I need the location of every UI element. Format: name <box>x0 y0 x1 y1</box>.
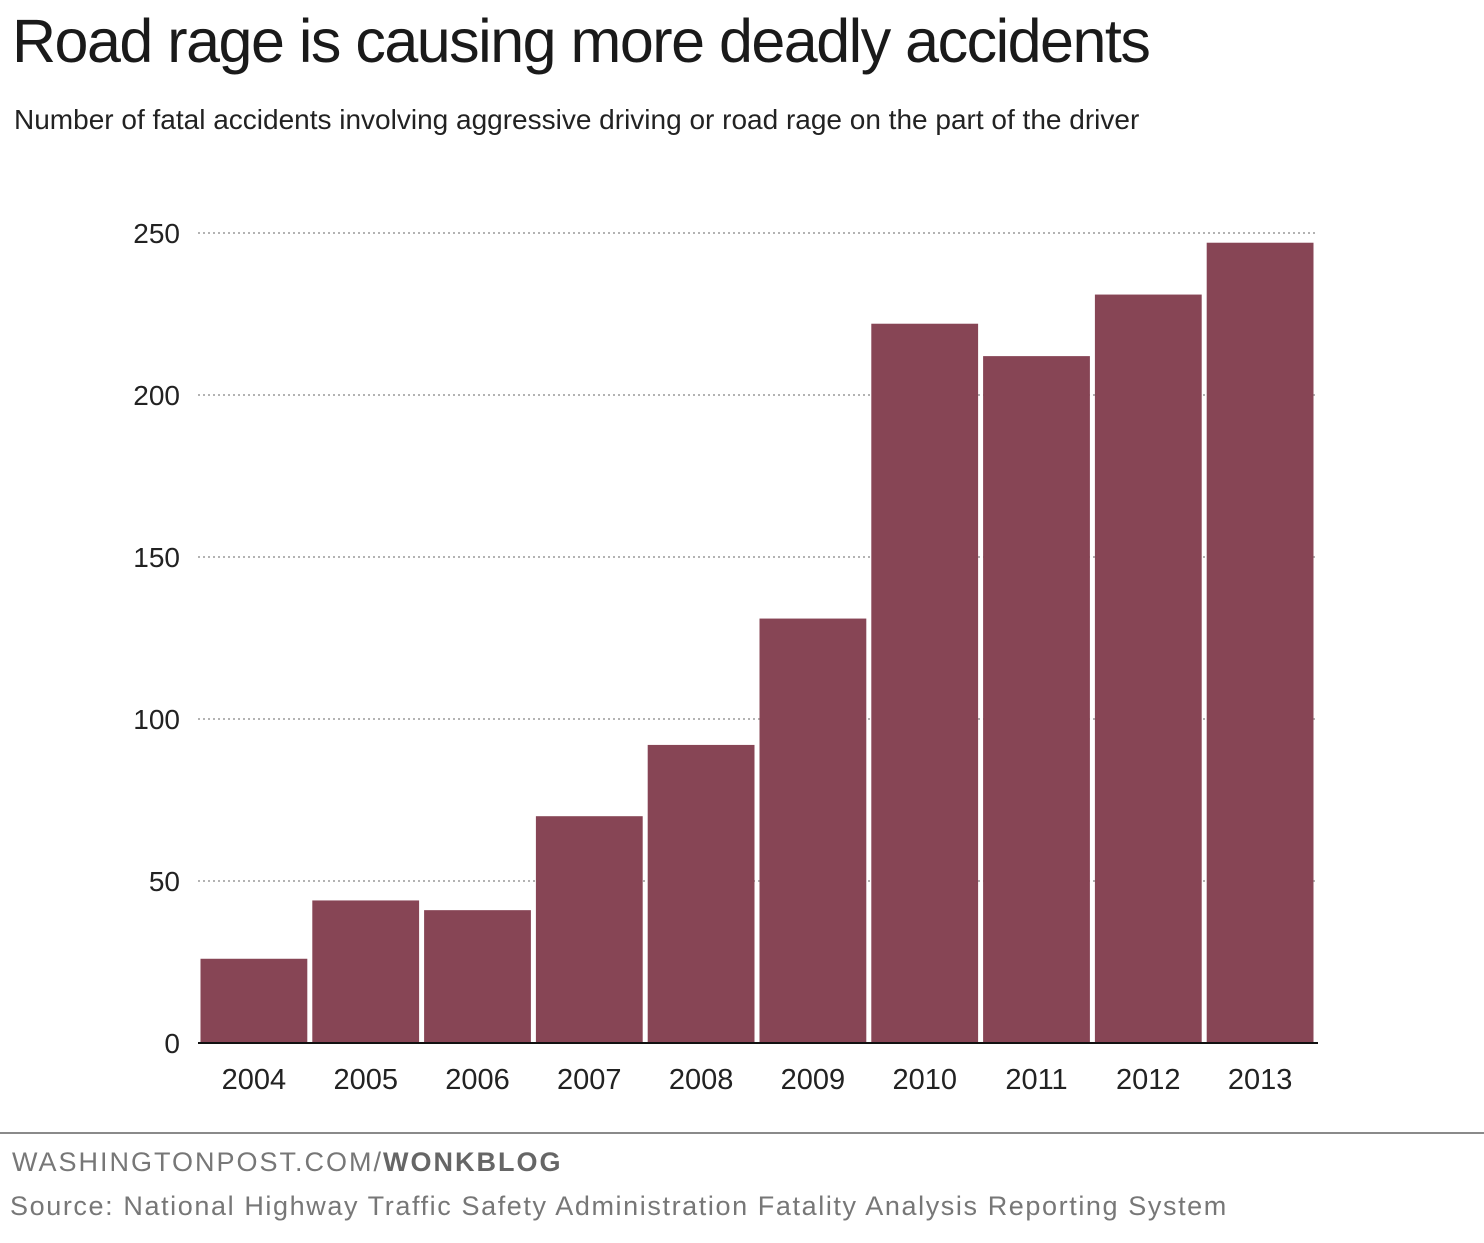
y-tick-label: 50 <box>149 866 180 897</box>
bar-2012 <box>1094 294 1202 1043</box>
bar-2008 <box>647 744 755 1043</box>
y-tick-label: 150 <box>133 542 180 573</box>
bars <box>200 242 1314 1044</box>
chart-subtitle: Number of fatal accidents involving aggr… <box>14 104 1140 135</box>
bar-chart: 0 50 100 150 200 250 2004 2005 2006 2007 2008 2009… <box>133 218 1318 1096</box>
credit-blog: WONKBLOG <box>383 1147 563 1177</box>
x-tick-label: 2010 <box>892 1064 957 1096</box>
bar-2005 <box>312 900 420 1043</box>
x-tick-label: 2004 <box>222 1064 287 1096</box>
footer-divider <box>0 1132 1484 1134</box>
bar-2011 <box>983 356 1090 1043</box>
x-tick-label: 2009 <box>781 1064 846 1096</box>
y-tick-label: 100 <box>133 704 180 735</box>
y-tick-label: 0 <box>164 1028 180 1059</box>
x-tick-label: 2013 <box>1228 1064 1293 1096</box>
x-tick-label: 2012 <box>1116 1064 1181 1096</box>
x-tick-label: 2007 <box>557 1064 622 1096</box>
y-tick-label: 250 <box>133 218 180 249</box>
bar-2004 <box>200 958 308 1043</box>
x-axis-ticks: 2004 2005 2006 2007 2008 2009 2010 2011 2012 2013 <box>222 1064 1293 1096</box>
credit-site: WASHINGTONPOST.COM/ <box>12 1147 384 1177</box>
bar-2007 <box>535 816 643 1043</box>
bar-2013 <box>1206 242 1314 1044</box>
y-tick-label: 200 <box>133 380 180 411</box>
x-tick-label: 2006 <box>445 1064 510 1096</box>
chart-title: Road rage is causing more deadly acciden… <box>12 7 1151 75</box>
publication-credit: WASHINGTONPOST.COM/WONKBLOG <box>12 1144 563 1180</box>
bar-2010 <box>871 323 979 1044</box>
bar-2009 <box>759 618 867 1043</box>
x-tick-label: 2005 <box>333 1064 398 1096</box>
x-tick-label: 2011 <box>1005 1064 1067 1096</box>
y-axis-ticks: 0 50 100 150 200 250 <box>133 218 180 1059</box>
source-note: Source: National Highway Traffic Safety … <box>10 1191 1228 1221</box>
x-tick-label: 2008 <box>669 1064 734 1096</box>
bar-2006 <box>424 910 531 1043</box>
